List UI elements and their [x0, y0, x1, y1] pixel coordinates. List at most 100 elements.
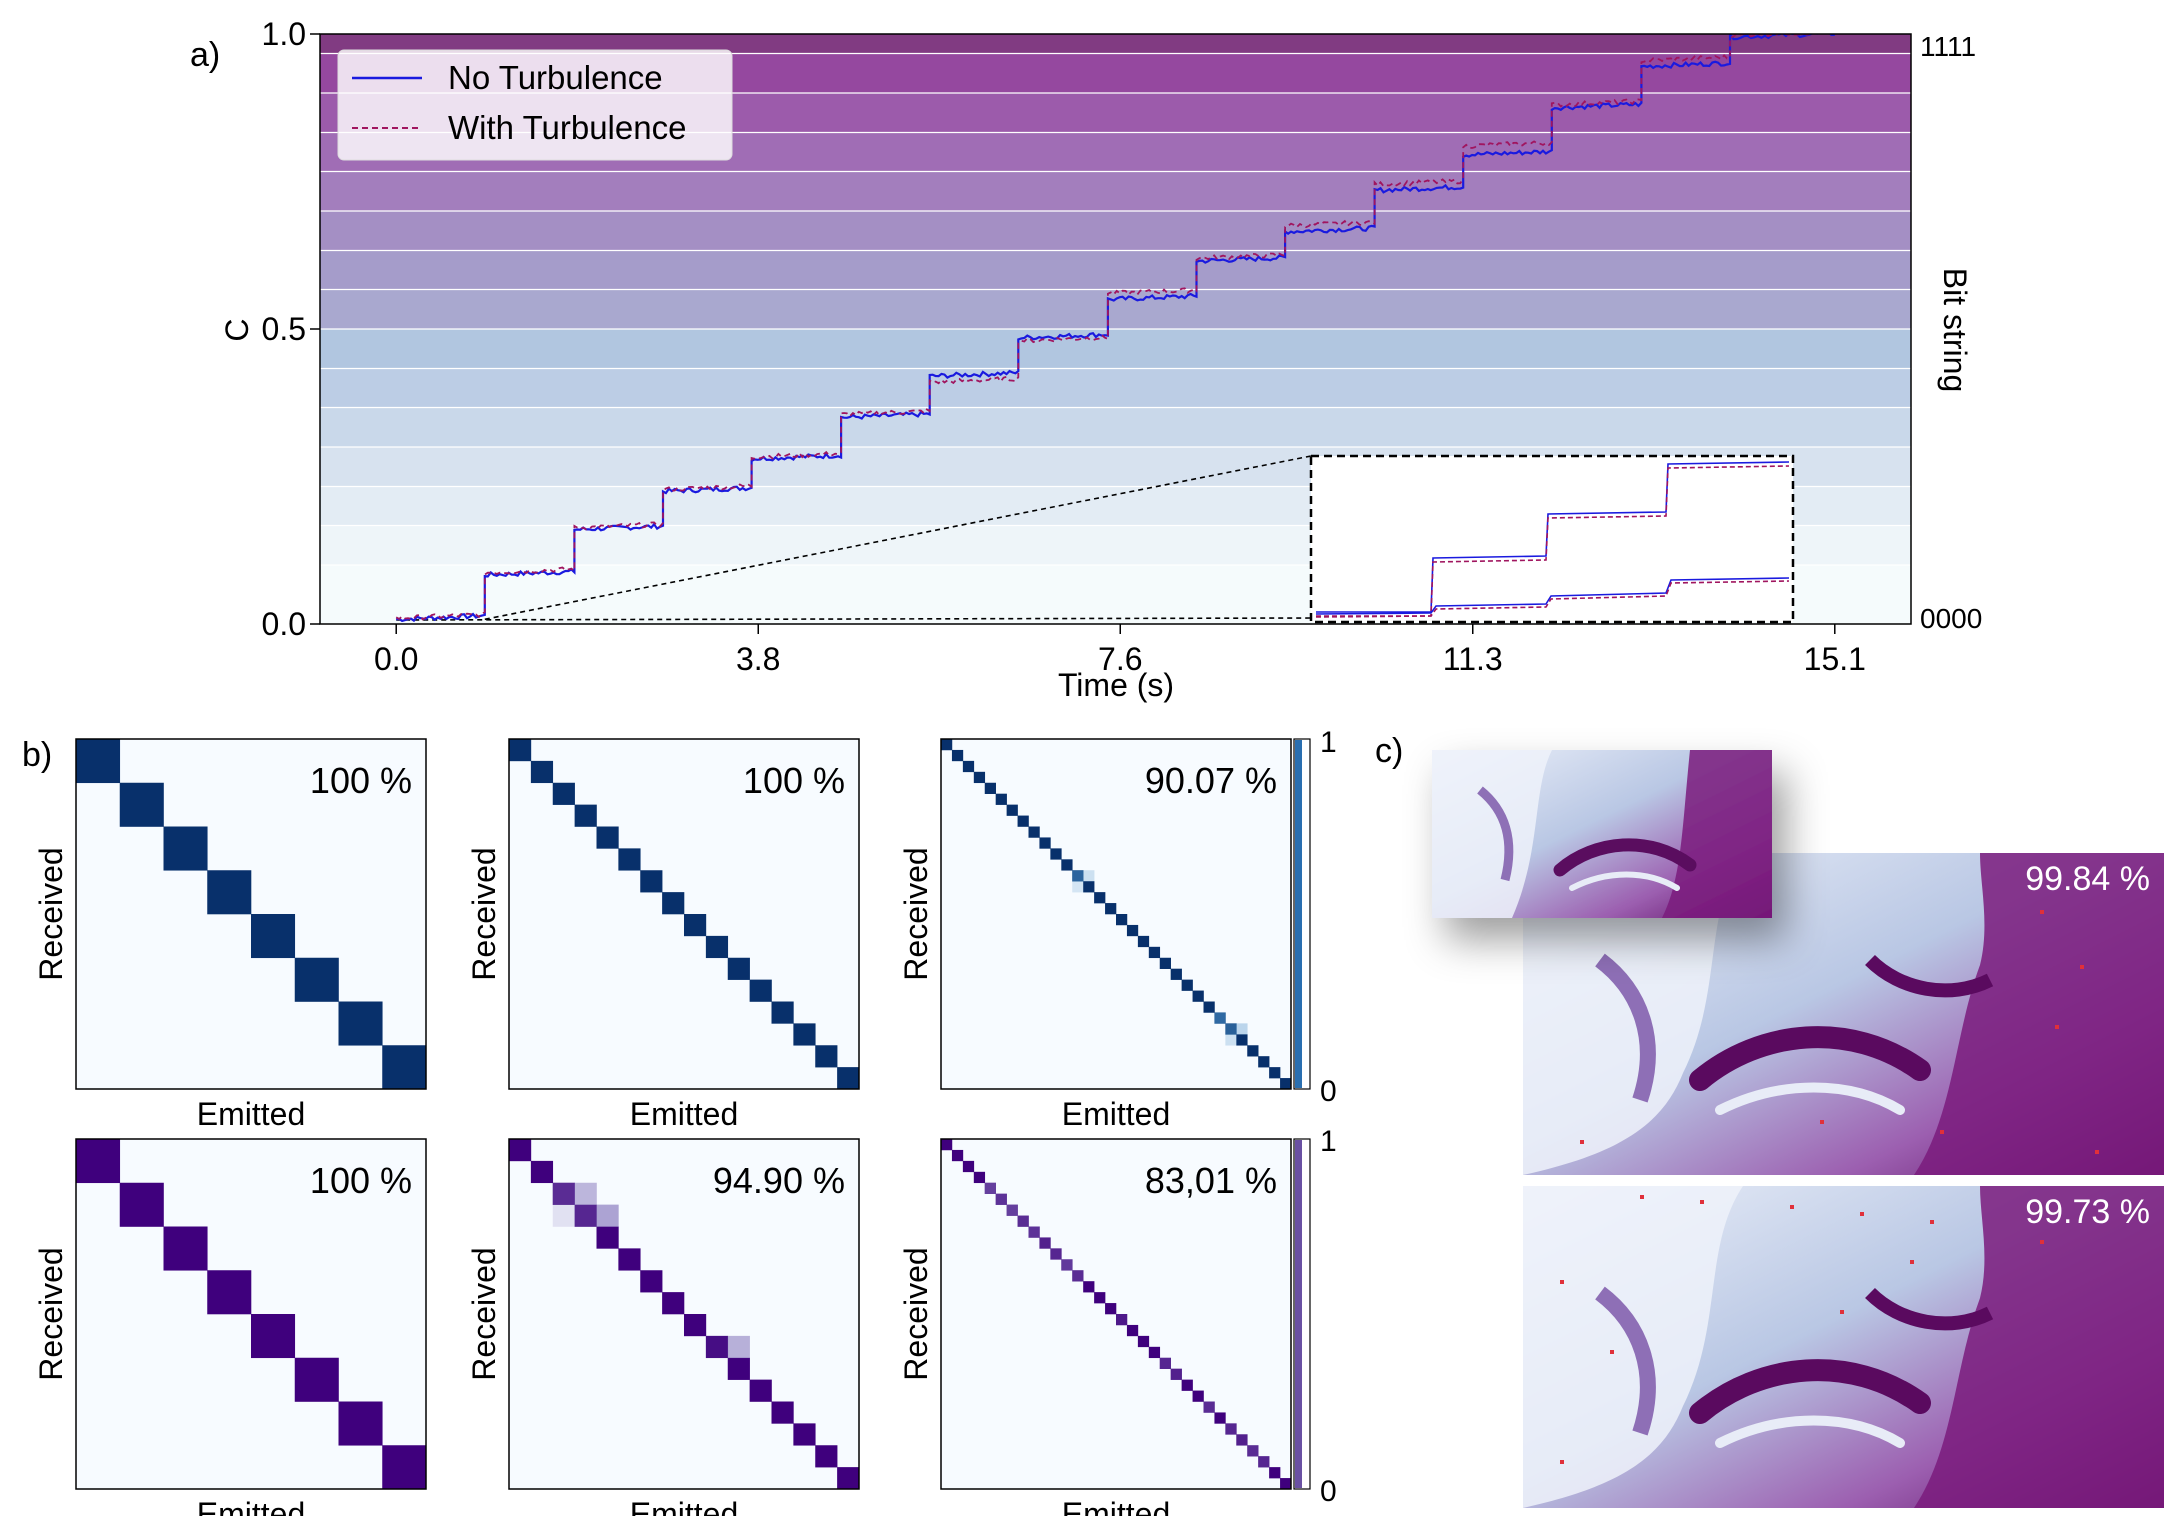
matrix-diagonal-cell — [951, 1149, 964, 1162]
original-image — [1432, 750, 1772, 918]
matrix-diagonal-cell — [684, 1314, 707, 1337]
matrix-diagonal-cell — [618, 848, 641, 871]
matrix-diagonal-cell — [1028, 1226, 1040, 1238]
matrix-diagonal-cell — [793, 1023, 816, 1046]
reconstructed-image-2: 99.73 % — [1523, 1186, 2164, 1508]
matrix-off-diagonal-cell — [727, 1335, 750, 1359]
series-lines — [395, 34, 1835, 623]
matrix-diagonal-cell — [1039, 1237, 1051, 1249]
panel-label-b: b) — [22, 736, 52, 774]
matrix-off-diagonal-cell — [1225, 1023, 1237, 1035]
matrix-diagonal-cell — [163, 826, 208, 871]
matrix-diagonal-cell — [1203, 1401, 1215, 1413]
matrix-accuracy: 100 % — [310, 760, 412, 801]
colorbar-blue-fill — [1295, 740, 1302, 1088]
matrix-off-diagonal-cell — [1072, 1270, 1084, 1282]
matrix-diagonal-cell — [1159, 1357, 1171, 1369]
matrix-diagonal-cell — [1105, 903, 1117, 915]
matrix-diagonal-cell — [76, 739, 121, 784]
matrix-frame — [940, 1138, 1292, 1490]
matrix-diagonal-cell — [995, 1193, 1007, 1205]
matrix-off-diagonal-cell — [1170, 1368, 1182, 1380]
inset-trace — [1316, 465, 1790, 617]
x-tick-label: 11.3 — [1443, 641, 1503, 677]
matrix-diagonal-cell — [1017, 815, 1029, 827]
y-tick-label: 0.5 — [262, 311, 306, 347]
matrix-accuracy: 94.90 % — [713, 1160, 845, 1201]
matrix-off-diagonal-cell — [995, 1193, 1007, 1205]
matrix-diagonal-cell — [1170, 1368, 1182, 1380]
matrix-diagonal-cell — [596, 826, 619, 849]
matrix-diagonal-cell — [1137, 1335, 1150, 1348]
matrix-diagonal-cell — [771, 1001, 794, 1024]
panel-label-c: c) — [1375, 732, 1403, 770]
matrix-diagonal-cell — [1116, 914, 1128, 926]
matrix-off-diagonal-cell — [1083, 870, 1095, 882]
matrix-x-label: Emitted — [630, 1096, 738, 1132]
colorbar-purple: 1 0 — [1293, 1125, 1337, 1508]
matrix-diagonal-cell — [1050, 1248, 1062, 1260]
confusion-matrix-blue-16: 100 % Emitted Received — [466, 738, 860, 1132]
matrix-diagonal-cell — [662, 892, 685, 915]
matrix-diagonal-cell — [941, 1139, 953, 1151]
matrix-diagonal-cell — [1061, 859, 1073, 871]
matrix-diagonal-cell — [382, 1045, 427, 1090]
x-tick-label: 15.1 — [1804, 641, 1866, 677]
matrix-y-label: Received — [466, 1247, 502, 1380]
matrix-off-diagonal-cell — [1072, 881, 1084, 893]
matrix-diagonal-cell — [618, 1248, 641, 1271]
matrix-diagonal-cell — [1225, 1423, 1237, 1435]
matrix-diagonal-cell — [1050, 848, 1062, 860]
matrix-diagonal-cell — [1094, 1292, 1106, 1304]
confusion-matrix-blue-8: 100 % Emitted Received — [33, 738, 427, 1132]
matrix-diagonal-cell — [1137, 935, 1150, 948]
colorbar-blue: 1 0 — [1293, 726, 1337, 1108]
matrix-diagonal-cell — [1247, 1445, 1259, 1457]
matrix-off-diagonal-cell — [1072, 870, 1084, 882]
matrix-diagonal-cell — [574, 1204, 597, 1227]
x-tick-label: 0.0 — [374, 641, 418, 677]
matrix-diagonal-cell — [727, 1357, 750, 1380]
matrix-diagonal-cell — [382, 1445, 427, 1490]
x-tick-label: 7.6 — [1098, 641, 1142, 677]
matrix-diagonal-cell — [1258, 1056, 1270, 1068]
matrix-accuracy: 100 % — [743, 760, 845, 801]
matrix-diagonal-cell — [640, 1270, 663, 1293]
matrix-off-diagonal-cell — [1017, 1215, 1029, 1227]
matrix-frame — [75, 738, 427, 1090]
series-line-no-turbulence — [396, 34, 1835, 623]
matrix-diagonal-cell — [1181, 979, 1193, 991]
matrix-off-diagonal-cell — [705, 1335, 729, 1359]
y-tick-label: 0.0 — [262, 606, 306, 642]
matrix-x-label: Emitted — [630, 1496, 738, 1516]
matrix-diagonal-cell — [1236, 1034, 1248, 1046]
matrix-x-label: Emitted — [197, 1096, 305, 1132]
colorbar-purple-tick-bottom: 0 — [1320, 1475, 1337, 1508]
matrix-y-label: Received — [898, 847, 934, 980]
legend-label-with-turbulence: With Turbulence — [448, 109, 686, 146]
matrix-diagonal-cell — [1247, 1045, 1259, 1057]
matrix-off-diagonal-cell — [1061, 1259, 1073, 1271]
matrix-accuracy: 100 % — [310, 1160, 412, 1201]
colorbar-purple-fill — [1295, 1140, 1302, 1488]
matrix-diagonal-cell — [705, 935, 729, 959]
matrix-diagonal-cell — [640, 870, 663, 893]
matrix-y-label: Received — [33, 1247, 69, 1380]
matrix-frame — [75, 1138, 427, 1490]
matrix-y-label: Received — [898, 1247, 934, 1380]
matrix-off-diagonal-cell — [1159, 1357, 1171, 1369]
matrix-diagonal-cell — [1280, 1078, 1292, 1090]
matrix-diagonal-cell — [1083, 881, 1095, 893]
matrix-off-diagonal-cell — [1258, 1456, 1270, 1468]
colorbar-blue-tick-bottom: 0 — [1320, 1075, 1337, 1108]
matrix-off-diagonal-cell — [1028, 1226, 1040, 1238]
matrix-diagonal-cell — [207, 1270, 252, 1315]
matrix-diagonal-cell — [530, 1160, 554, 1184]
matrix-diagonal-cell — [509, 739, 532, 762]
matrix-diagonal-cell — [509, 1139, 532, 1162]
matrix-diagonal-cell — [1072, 1270, 1084, 1282]
matrix-diagonal-cell — [1258, 1456, 1270, 1468]
band-9 — [320, 211, 1911, 251]
